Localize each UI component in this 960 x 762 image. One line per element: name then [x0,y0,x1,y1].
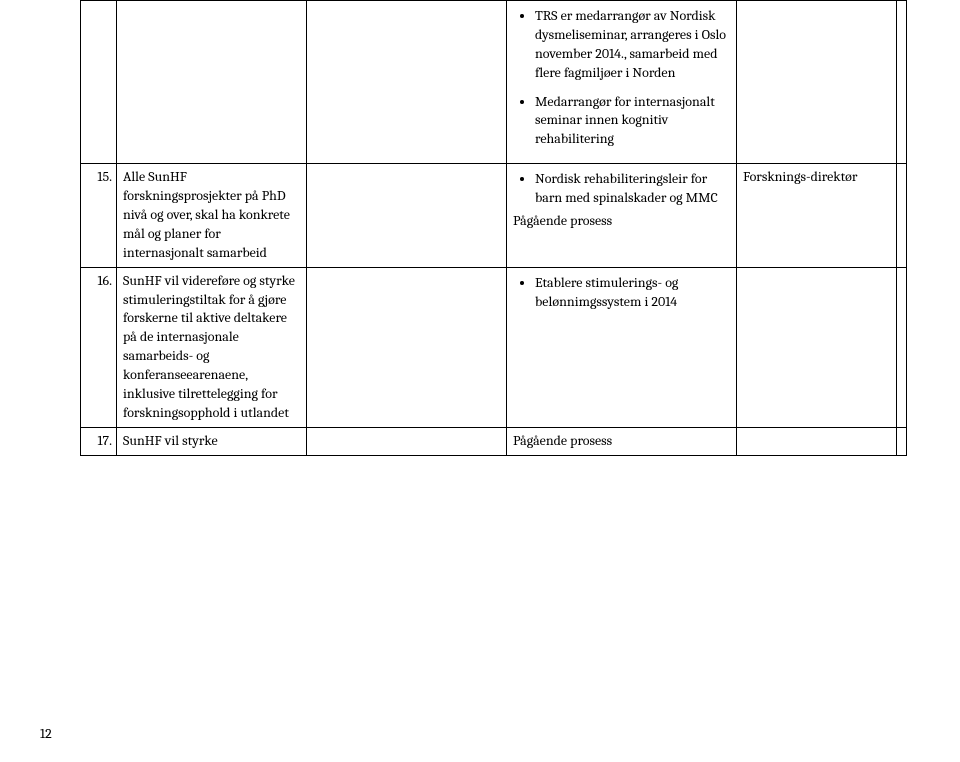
cell-col2: Alle SunHF forskningsprosjekter på PhD n… [117,164,307,267]
cell-num: 16. [81,267,117,427]
table-row: TRS er medarrangør av Nordisk dysmelisem… [81,1,907,164]
bullet-item: Etablere stimulerings- og belønnimgssyst… [535,274,730,312]
table-row: 16. SunHF vil videreføre og styrke stimu… [81,267,907,427]
bullet-item: Medarrangør for internasjonalt seminar i… [535,93,730,150]
cell-col6 [897,427,907,455]
cell-col3 [307,267,507,427]
cell-col4: Pågående prosess [507,427,737,455]
cell-col4: Etablere stimulerings- og belønnimgssyst… [507,267,737,427]
cell-col5 [737,1,897,164]
cell-col5: Forsknings-direktør [737,164,897,267]
bullet-list: Nordisk rehabiliteringsleir for barn med… [513,170,730,208]
bullet-item: Nordisk rehabiliteringsleir for barn med… [535,170,730,208]
bullet-item: TRS er medarrangør av Nordisk dysmelisem… [535,7,730,83]
cell-col4: Nordisk rehabiliteringsleir for barn med… [507,164,737,267]
cell-col5 [737,427,897,455]
page: TRS er medarrangør av Nordisk dysmelisem… [0,0,960,762]
cell-col6 [897,164,907,267]
cell-col5 [737,267,897,427]
table-row: 17. SunHF vil styrke Pågående prosess [81,427,907,455]
page-number: 12 [40,725,52,742]
cell-col3 [307,1,507,164]
cell-num: 17. [81,427,117,455]
document-table: TRS er medarrangør av Nordisk dysmelisem… [80,0,907,456]
table-row: 15. Alle SunHF forskningsprosjekter på P… [81,164,907,267]
bullet-list: TRS er medarrangør av Nordisk dysmelisem… [513,7,730,149]
cell-col4: TRS er medarrangør av Nordisk dysmelisem… [507,1,737,164]
cell-text: Pågående prosess [513,212,730,231]
cell-col2: SunHF vil styrke [117,427,307,455]
cell-num: 15. [81,164,117,267]
cell-col3 [307,164,507,267]
cell-col2: SunHF vil videreføre og styrke stimuleri… [117,267,307,427]
cell-col6 [897,267,907,427]
bullet-list: Etablere stimulerings- og belønnimgssyst… [513,274,730,312]
cell-num [81,1,117,164]
cell-col2 [117,1,307,164]
cell-col3 [307,427,507,455]
cell-col6 [897,1,907,164]
